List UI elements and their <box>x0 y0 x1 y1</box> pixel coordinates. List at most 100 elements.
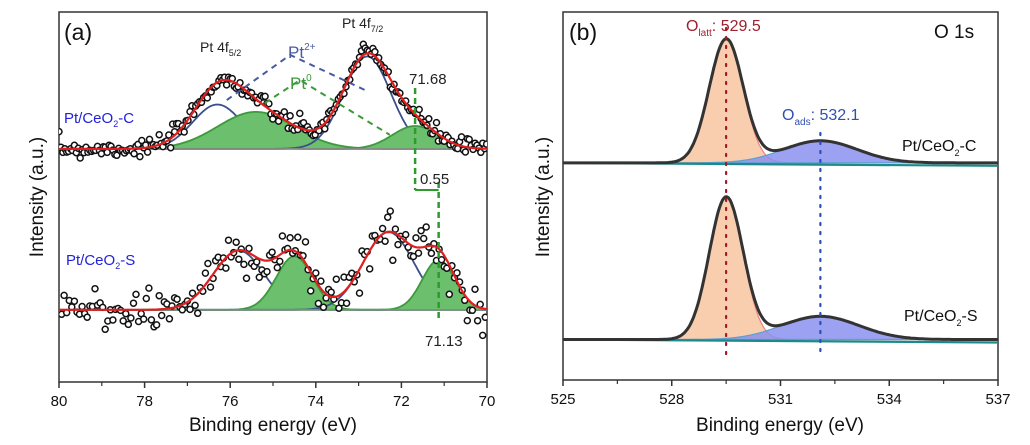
data-point <box>70 297 79 305</box>
panel-b-o1s: 525 528 531 534 537 (b) O 1s Olatt: 529.5 Oa… <box>533 11 1011 436</box>
fit-envelope <box>59 52 487 150</box>
panel-a-plot-area <box>59 40 487 340</box>
spectrum-0 <box>563 37 998 167</box>
data-point <box>245 244 253 253</box>
data-point <box>147 316 156 324</box>
data-point <box>155 130 163 139</box>
data-point <box>242 274 251 283</box>
x-tick-label: 531 <box>768 391 793 408</box>
data-point <box>314 299 323 308</box>
spectrum-envelope <box>563 37 998 165</box>
x-tick-label: 534 <box>877 391 902 408</box>
data-point <box>471 285 479 293</box>
data-point <box>296 109 304 118</box>
fit-envelope <box>59 230 487 311</box>
pt4f72-label: Pt 4f7/2 <box>342 15 383 34</box>
panel-a-label: (a) <box>64 19 92 45</box>
data-point <box>157 311 166 320</box>
x-tick-label: 76 <box>222 393 239 410</box>
data-point <box>294 233 302 242</box>
data-point <box>465 135 473 144</box>
data-point <box>173 295 181 303</box>
data-point <box>119 317 127 325</box>
data-point <box>306 287 315 295</box>
data-point <box>425 115 433 123</box>
x-tick-label: 537 <box>985 391 1010 408</box>
peak-value-s: 71.13 <box>425 333 463 350</box>
x-tick-label: 80 <box>51 393 68 410</box>
panel-a-y-axis-title: Intensity (a.u.) <box>27 137 48 257</box>
x-tick-label: 70 <box>479 393 496 410</box>
pt0-component-fill <box>59 126 487 149</box>
pt0-guide-line <box>264 78 391 136</box>
panel-b-label: (b) <box>569 19 597 45</box>
data-point <box>261 92 269 101</box>
data-point <box>60 291 68 300</box>
data-point <box>180 128 188 136</box>
panel-a-x-axis-title: Binding energy (eV) <box>189 415 357 436</box>
data-point <box>97 149 106 158</box>
data-point <box>136 152 144 161</box>
data-point <box>273 263 282 272</box>
data-point <box>422 223 430 231</box>
pt2plus-label: Pt2+ <box>288 42 316 62</box>
data-point <box>419 234 428 243</box>
olatt-label: Olatt: 529.5 <box>686 18 761 39</box>
data-point <box>139 315 148 323</box>
data-point <box>204 259 212 268</box>
data-point <box>342 299 351 307</box>
data-point <box>301 238 310 246</box>
panel-b-title: O 1s <box>934 22 974 43</box>
spectrum-1 <box>59 207 487 340</box>
data-point <box>78 302 86 311</box>
data-point <box>155 291 163 300</box>
data-point <box>268 248 276 256</box>
data-point <box>417 226 425 235</box>
pt4f52-label: Pt 4f5/2 <box>200 39 241 58</box>
data-point <box>138 136 146 145</box>
data-point <box>143 148 152 156</box>
data-point <box>101 325 109 334</box>
data-point <box>321 125 329 133</box>
data-point <box>276 257 284 266</box>
data-point <box>415 105 423 114</box>
data-point <box>391 225 400 233</box>
data-point <box>437 255 446 264</box>
data-point <box>188 289 197 297</box>
x-tick-label: 74 <box>307 393 324 410</box>
data-point <box>468 306 477 315</box>
peak-value-c: 71.68 <box>409 71 447 88</box>
data-point <box>142 294 151 303</box>
data-point <box>224 236 233 244</box>
data-point <box>445 290 454 299</box>
sample-label-c-b: Pt/CeO2-C <box>902 138 976 158</box>
sample-label-s: Pt/CeO2-S <box>66 252 135 271</box>
data-point <box>91 284 99 293</box>
spectrum-envelope <box>563 195 998 341</box>
data-point <box>386 207 395 215</box>
data-point <box>165 131 173 139</box>
data-point <box>478 331 487 340</box>
data-point <box>201 269 210 277</box>
panel-b-y-axis-title: Intensity (a.u.) <box>533 137 554 257</box>
data-point <box>203 94 212 102</box>
data-point <box>83 313 91 321</box>
panel-a-x-axis: 80 78 76 74 72 70 <box>51 382 496 410</box>
x-tick-label: 78 <box>136 393 153 410</box>
data-point <box>481 313 487 322</box>
data-point <box>365 265 374 273</box>
data-point <box>206 283 215 291</box>
data-point <box>232 238 240 246</box>
data-point <box>129 299 138 307</box>
data-point <box>463 316 472 325</box>
data-point <box>355 289 364 297</box>
data-point <box>312 269 320 277</box>
data-point <box>278 232 287 240</box>
data-point <box>332 275 341 283</box>
data-point <box>222 81 231 89</box>
data-point <box>145 284 153 292</box>
data-point <box>240 260 248 269</box>
x-tick-label: 525 <box>550 391 575 408</box>
data-point <box>124 320 133 329</box>
